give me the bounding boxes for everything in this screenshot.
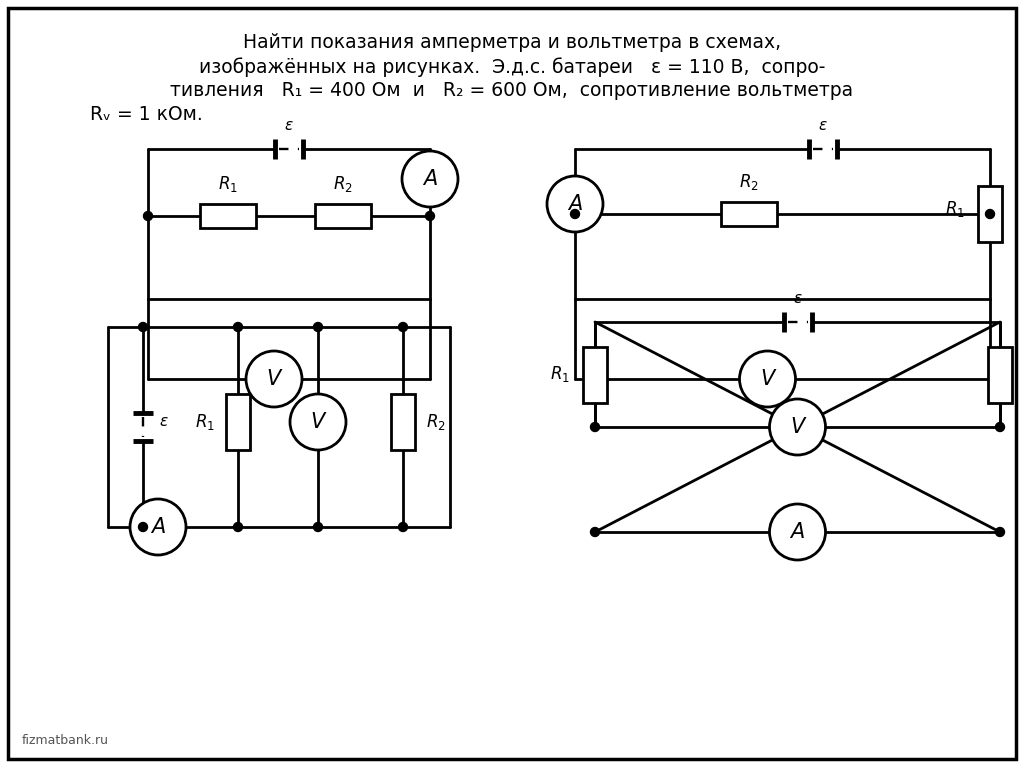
Circle shape xyxy=(313,522,323,532)
Circle shape xyxy=(233,522,243,532)
Text: $R_2$: $R_2$ xyxy=(333,174,353,194)
Circle shape xyxy=(246,351,302,407)
Circle shape xyxy=(769,504,825,560)
Circle shape xyxy=(138,522,147,532)
Text: A: A xyxy=(791,522,805,542)
Text: тивления   R₁ = 400 Ом  и   R₂ = 600 Ом,  сопротивление вольтметра: тивления R₁ = 400 Ом и R₂ = 600 Ом, сопр… xyxy=(170,81,854,100)
Circle shape xyxy=(995,423,1005,432)
Text: V: V xyxy=(311,412,326,432)
Circle shape xyxy=(985,209,994,219)
Text: $R_1$: $R_1$ xyxy=(196,412,215,432)
Bar xyxy=(721,202,777,226)
Text: fizmatbank.ru: fizmatbank.ru xyxy=(22,734,109,747)
Text: $R_1$: $R_1$ xyxy=(550,364,570,384)
Circle shape xyxy=(570,209,580,219)
Bar xyxy=(200,204,256,228)
Text: изображённых на рисунках.  Э.д.с. батареи   ε = 110 В,  сопро-: изображённых на рисунках. Э.д.с. батареи… xyxy=(199,58,825,77)
Bar xyxy=(391,394,415,450)
Bar xyxy=(583,347,607,403)
Circle shape xyxy=(547,176,603,232)
Circle shape xyxy=(233,322,243,331)
Circle shape xyxy=(398,522,408,532)
Circle shape xyxy=(290,394,346,450)
Text: Найти показания амперметра и вольтметра в схемах,: Найти показания амперметра и вольтметра … xyxy=(243,34,781,52)
Circle shape xyxy=(143,212,153,220)
Bar xyxy=(988,347,1012,403)
Circle shape xyxy=(591,528,599,536)
Circle shape xyxy=(398,322,408,331)
Text: $R_1$: $R_1$ xyxy=(218,174,238,194)
Bar xyxy=(315,204,371,228)
Text: ε: ε xyxy=(818,118,826,133)
Text: Rᵥ = 1 кОм.: Rᵥ = 1 кОм. xyxy=(90,106,203,124)
Text: A: A xyxy=(151,517,165,537)
Circle shape xyxy=(313,322,323,331)
Text: $R_1$: $R_1$ xyxy=(945,199,965,219)
Bar xyxy=(978,186,1002,242)
Circle shape xyxy=(130,499,186,555)
Text: A: A xyxy=(568,194,582,214)
Circle shape xyxy=(591,423,599,432)
Circle shape xyxy=(138,322,147,331)
Circle shape xyxy=(402,151,458,207)
Text: ε: ε xyxy=(285,118,293,133)
Text: ε: ε xyxy=(794,291,802,306)
Text: V: V xyxy=(791,417,805,437)
Text: $R_2$: $R_2$ xyxy=(426,412,445,432)
Text: A: A xyxy=(423,169,437,189)
Text: ε: ε xyxy=(159,414,167,430)
Text: V: V xyxy=(761,369,774,389)
Text: $R_2$: $R_2$ xyxy=(739,172,759,192)
Bar xyxy=(226,394,250,450)
Text: V: V xyxy=(267,369,282,389)
Circle shape xyxy=(739,351,796,407)
Circle shape xyxy=(995,528,1005,536)
Circle shape xyxy=(426,212,434,220)
Circle shape xyxy=(769,399,825,455)
